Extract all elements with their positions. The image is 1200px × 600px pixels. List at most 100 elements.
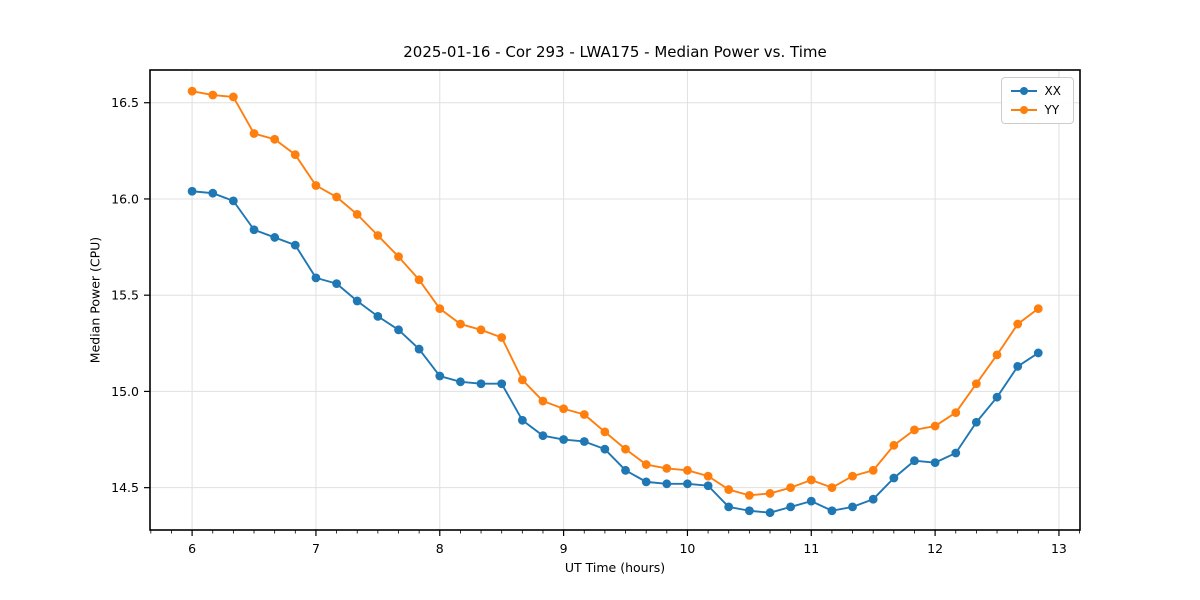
legend-item-xx: XX [1010,84,1061,98]
data-point-xx [394,325,403,335]
data-point-yy [332,192,342,202]
data-point-xx [930,458,940,468]
x-tick-label: 10 [679,541,695,556]
data-point-xx [311,273,321,283]
legend-label-xx: XX [1044,84,1061,98]
data-point-yy [641,460,651,469]
legend-marker-yy-icon [1010,105,1037,115]
data-point-xx [703,481,713,491]
legend-marker-xx-icon [1010,86,1037,96]
gridlines [150,70,1080,530]
data-point-yy [352,209,362,219]
data-point-xx [517,415,527,425]
data-point-xx [724,502,734,512]
y-tick-label: 16.5 [111,95,139,110]
data-point-xx [270,233,280,242]
data-point-xx [889,473,899,483]
x-tick-label: 12 [927,541,943,556]
data-point-yy [228,92,238,102]
data-point-yy [662,464,672,473]
data-point-yy [1013,319,1023,329]
data-point-xx [971,417,981,427]
data-point-yy [703,471,713,481]
data-point-yy [786,483,795,493]
data-point-yy [290,150,300,160]
axis-ticks: 6 7 8 9 10 11 12 13 14.5 15.0 15.5 16.0 16.5 [111,95,1080,556]
data-point-yy [868,465,878,475]
data-point-xx [848,502,857,512]
data-point-xx [476,379,486,389]
y-axis-label: Median Power (CPU) [87,236,103,364]
data-point-yy [971,379,981,389]
data-point-xx [538,431,548,441]
data-point-xx [744,506,754,516]
data-point-yy [827,483,837,493]
data-point-yy [435,304,445,314]
data-point-yy [683,465,692,475]
data-point-xx [951,448,961,458]
data-point-yy [621,444,630,454]
data-point-xx [827,506,837,516]
data-point-yy [373,231,383,240]
data-point-yy [476,325,486,335]
data-point-xx [249,225,259,235]
data-point-xx [683,479,692,489]
legend-label-yy: YY [1044,103,1060,117]
data-point-yy [559,404,569,414]
x-tick-label: 8 [436,541,444,556]
data-point-xx [806,496,816,506]
data-point-xx [456,377,465,387]
data-point-yy [848,471,857,481]
chart-title: 2025-01-16 - Cor 293 - LWA175 - Median P… [403,43,827,61]
data-point-yy [456,319,465,329]
plot-frame [149,69,1081,531]
y-tick-label: 15.0 [111,384,139,399]
data-point-yy [930,421,940,431]
data-point-xx [352,296,362,306]
data-point-yy [249,129,259,138]
data-point-yy [187,86,197,96]
y-tick-label: 14.5 [111,480,139,495]
data-point-xx [332,279,342,289]
data-point-xx [765,508,775,518]
data-point-yy [394,252,403,262]
data-point-yy [517,375,527,385]
data-point-yy [414,275,424,285]
data-point-xx [1033,348,1043,358]
data-point-xx [208,188,218,198]
data-point-yy [889,440,899,450]
series-yy-line [191,90,1039,497]
data-point-yy [992,350,1002,360]
data-point-xx [641,477,651,487]
series-xx [187,186,1043,518]
x-tick-label: 6 [188,541,196,556]
data-point-xx [621,465,630,475]
data-point-yy [724,485,734,494]
x-tick-label: 11 [803,541,819,556]
x-tick-label: 13 [1051,541,1067,556]
data-point-xx [786,502,795,512]
data-point-xx [559,435,569,444]
data-point-yy [311,181,321,190]
data-point-xx [497,379,507,389]
data-point-yy [497,333,507,342]
data-point-xx [1013,362,1023,371]
data-point-xx [435,371,445,381]
data-point-xx [290,240,300,250]
data-point-xx [228,196,238,206]
data-point-yy [208,90,218,100]
data-point-xx [373,311,383,321]
data-point-xx [868,494,878,504]
x-tick-label: 9 [560,541,568,556]
y-tick-label: 16.0 [111,191,139,206]
data-point-yy [270,134,280,144]
x-axis-label: UT Time (hours) [564,560,666,575]
y-tick-label: 15.5 [111,288,139,303]
data-point-yy [600,427,610,437]
legend-item-yy: YY [1010,103,1061,117]
data-point-xx [579,437,589,446]
data-point-xx [910,456,919,466]
data-point-yy [951,408,961,417]
